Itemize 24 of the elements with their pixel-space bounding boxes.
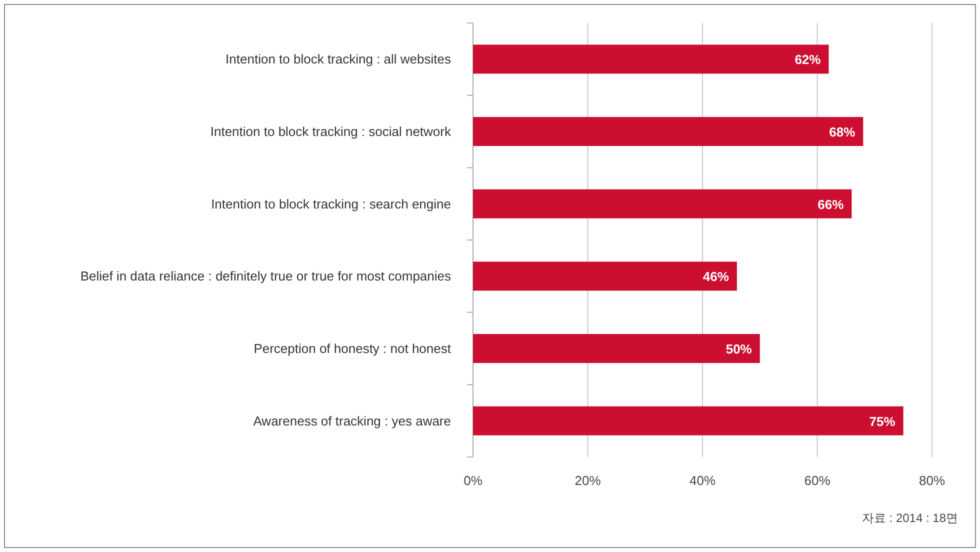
data-label: 46% — [702, 269, 730, 284]
y-tick-label: Intention to block tracking : search engine — [211, 196, 451, 212]
x-tick-label: 60% — [804, 473, 831, 488]
data-label: 75% — [869, 414, 896, 429]
x-tick-label: 0% — [464, 473, 483, 488]
data-label: 68% — [829, 124, 856, 140]
x-tick-label: 40% — [689, 473, 716, 488]
bar — [473, 406, 904, 436]
bar — [473, 44, 829, 74]
bar — [473, 262, 737, 291]
y-tick-label: Perception of honesty : not honest — [254, 341, 452, 356]
data-label: 62% — [794, 52, 822, 68]
x-tick-label: 20% — [574, 473, 602, 488]
y-tick-label: Awareness of tracking : yes aware — [253, 413, 451, 428]
bar — [473, 334, 760, 363]
data-label: 50% — [726, 342, 752, 356]
x-tick-label: 80% — [918, 473, 946, 488]
bar — [473, 189, 852, 218]
bar — [473, 117, 864, 146]
y-tick-label: Belief in data reliance : definitely true or true for most companies — [80, 268, 452, 284]
data-label: 66% — [818, 196, 844, 212]
y-tick-label: Intention to block tracking : social network — [210, 124, 452, 139]
y-tick-label: Intention to block tracking : all websites — [226, 52, 452, 67]
text: 자료 : 2014 : 18면 — [862, 511, 958, 525]
